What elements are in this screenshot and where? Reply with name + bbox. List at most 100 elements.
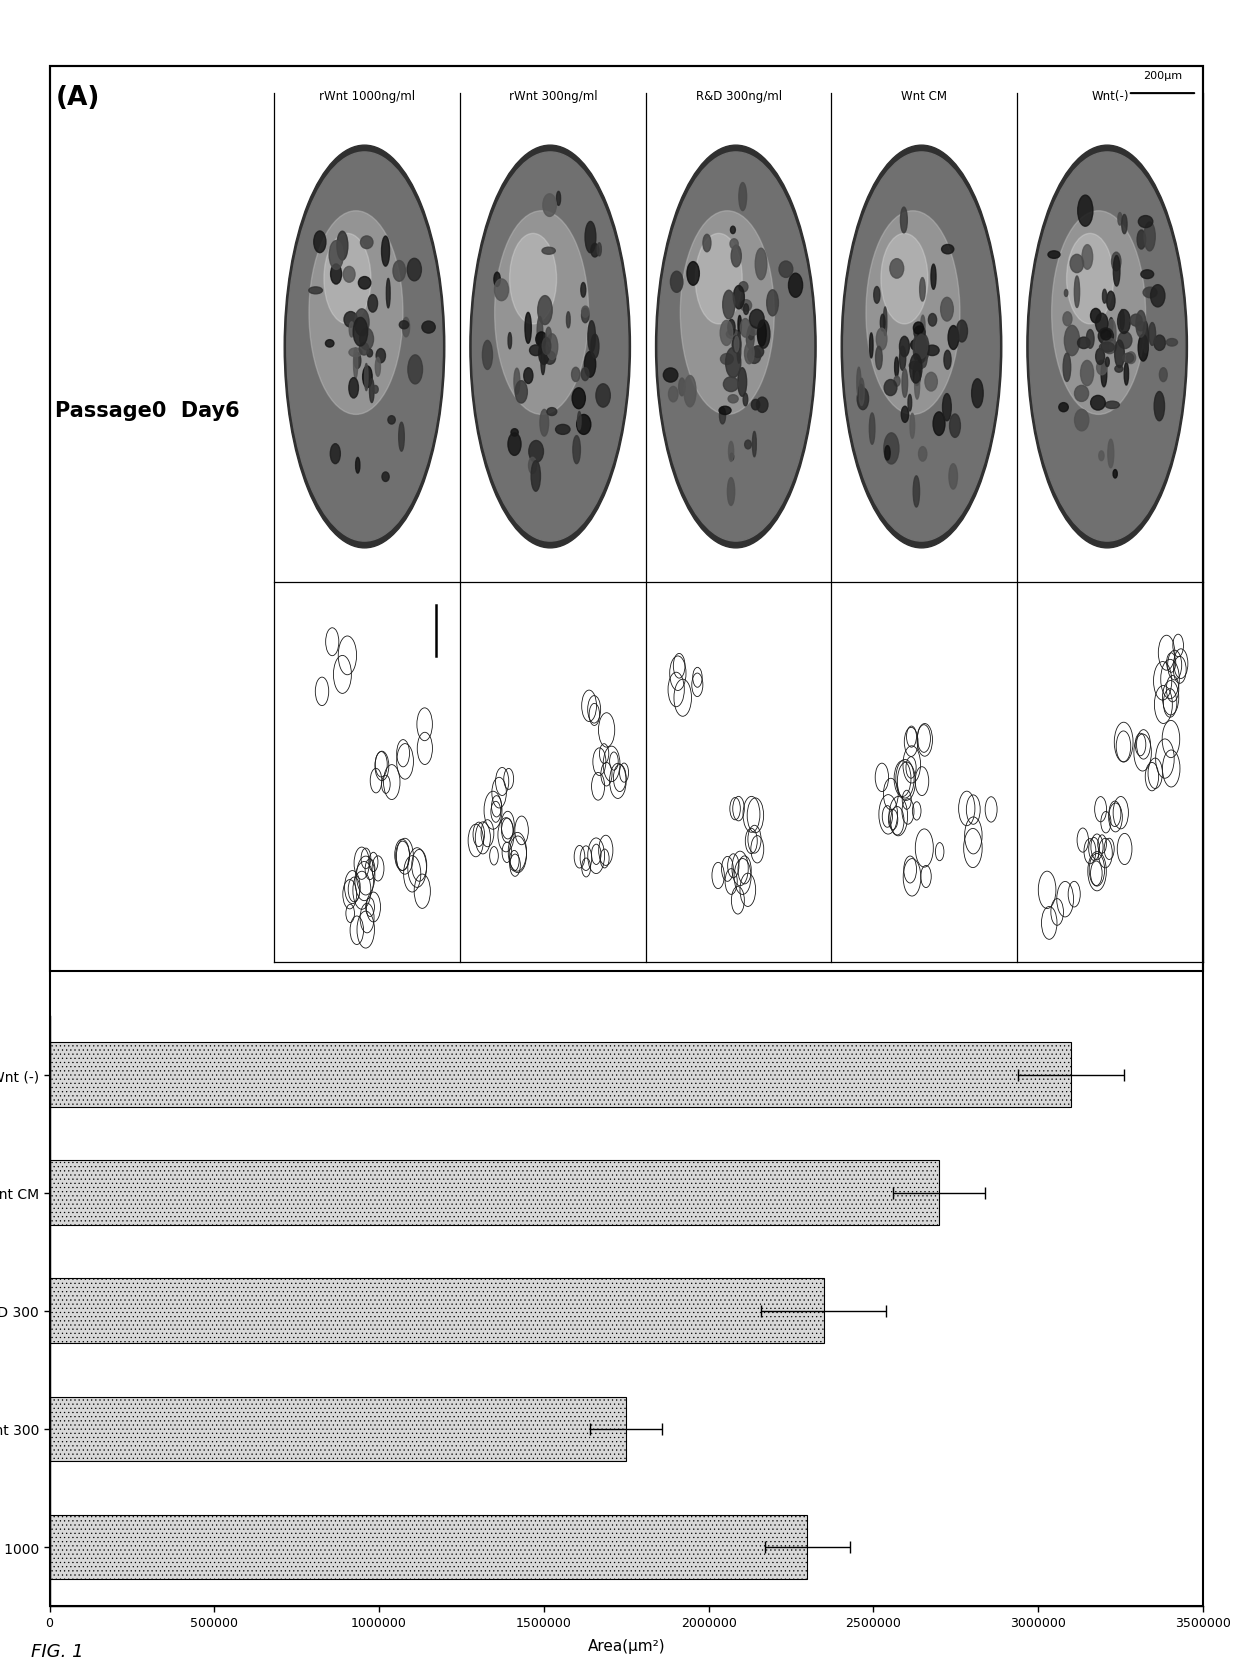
Ellipse shape [915,340,929,363]
Ellipse shape [910,413,915,438]
Ellipse shape [1145,223,1156,251]
Ellipse shape [365,365,368,391]
Ellipse shape [909,361,924,371]
Ellipse shape [730,228,735,234]
Ellipse shape [1101,343,1111,351]
Ellipse shape [1138,335,1148,361]
Ellipse shape [1136,323,1146,331]
Ellipse shape [866,211,960,415]
Ellipse shape [1138,216,1153,229]
Ellipse shape [899,346,905,371]
Ellipse shape [916,335,926,365]
Ellipse shape [1090,310,1101,323]
Ellipse shape [920,316,925,338]
Ellipse shape [543,194,557,217]
Ellipse shape [738,316,742,335]
Ellipse shape [422,321,435,335]
Ellipse shape [751,400,760,410]
Ellipse shape [1154,391,1164,422]
Ellipse shape [596,385,610,408]
Ellipse shape [1064,326,1080,356]
Ellipse shape [1080,361,1094,386]
Ellipse shape [890,259,904,279]
Ellipse shape [580,283,585,298]
Ellipse shape [910,340,921,351]
Ellipse shape [399,321,409,330]
Ellipse shape [1101,363,1107,388]
Ellipse shape [515,381,527,403]
Ellipse shape [869,413,875,445]
Ellipse shape [546,328,552,343]
Ellipse shape [330,445,340,465]
Ellipse shape [539,410,548,437]
Ellipse shape [914,338,918,361]
Ellipse shape [748,348,761,365]
Ellipse shape [511,430,518,437]
Ellipse shape [681,211,774,415]
Ellipse shape [932,413,945,437]
Ellipse shape [1167,340,1178,346]
Ellipse shape [541,346,546,375]
Ellipse shape [720,355,733,365]
Ellipse shape [857,388,868,410]
Ellipse shape [1114,470,1117,478]
Ellipse shape [482,341,492,370]
Ellipse shape [1105,402,1120,410]
Ellipse shape [355,310,370,336]
Ellipse shape [1114,256,1120,286]
Ellipse shape [1107,440,1114,468]
Ellipse shape [884,433,899,465]
Ellipse shape [972,380,983,408]
Ellipse shape [362,366,372,388]
Ellipse shape [901,407,909,423]
Ellipse shape [1102,340,1117,355]
Ellipse shape [536,333,547,348]
Ellipse shape [1118,214,1122,226]
Ellipse shape [531,462,541,492]
Ellipse shape [914,323,924,335]
Ellipse shape [1083,246,1092,269]
Ellipse shape [1078,338,1090,350]
Ellipse shape [950,415,961,438]
Ellipse shape [348,378,358,398]
Bar [50,1397,626,1462]
Ellipse shape [348,348,362,358]
Ellipse shape [1074,276,1080,308]
Ellipse shape [572,368,580,383]
Ellipse shape [325,340,334,348]
Ellipse shape [388,417,396,425]
Ellipse shape [1091,397,1105,412]
Ellipse shape [894,358,899,378]
Ellipse shape [723,378,739,393]
Ellipse shape [1106,293,1115,311]
Ellipse shape [941,298,954,321]
Ellipse shape [877,330,887,351]
Ellipse shape [1075,410,1089,432]
Ellipse shape [547,335,558,360]
Ellipse shape [472,152,627,542]
Ellipse shape [913,363,920,386]
Ellipse shape [925,346,939,356]
Ellipse shape [746,330,754,350]
Ellipse shape [684,376,696,408]
Ellipse shape [538,343,549,365]
Ellipse shape [1115,341,1125,368]
Text: (A): (A) [56,85,99,110]
Ellipse shape [749,328,758,336]
Ellipse shape [734,336,739,353]
Ellipse shape [719,408,725,425]
Ellipse shape [544,351,556,365]
Ellipse shape [1126,353,1136,365]
Ellipse shape [730,239,738,249]
Ellipse shape [329,241,343,271]
Ellipse shape [358,278,371,289]
Ellipse shape [1154,336,1166,351]
Ellipse shape [1048,251,1060,259]
Ellipse shape [737,333,740,365]
Ellipse shape [360,343,368,356]
Ellipse shape [582,306,589,318]
Ellipse shape [744,343,754,365]
Ellipse shape [1064,291,1068,298]
Ellipse shape [668,386,678,403]
Ellipse shape [1099,452,1104,462]
